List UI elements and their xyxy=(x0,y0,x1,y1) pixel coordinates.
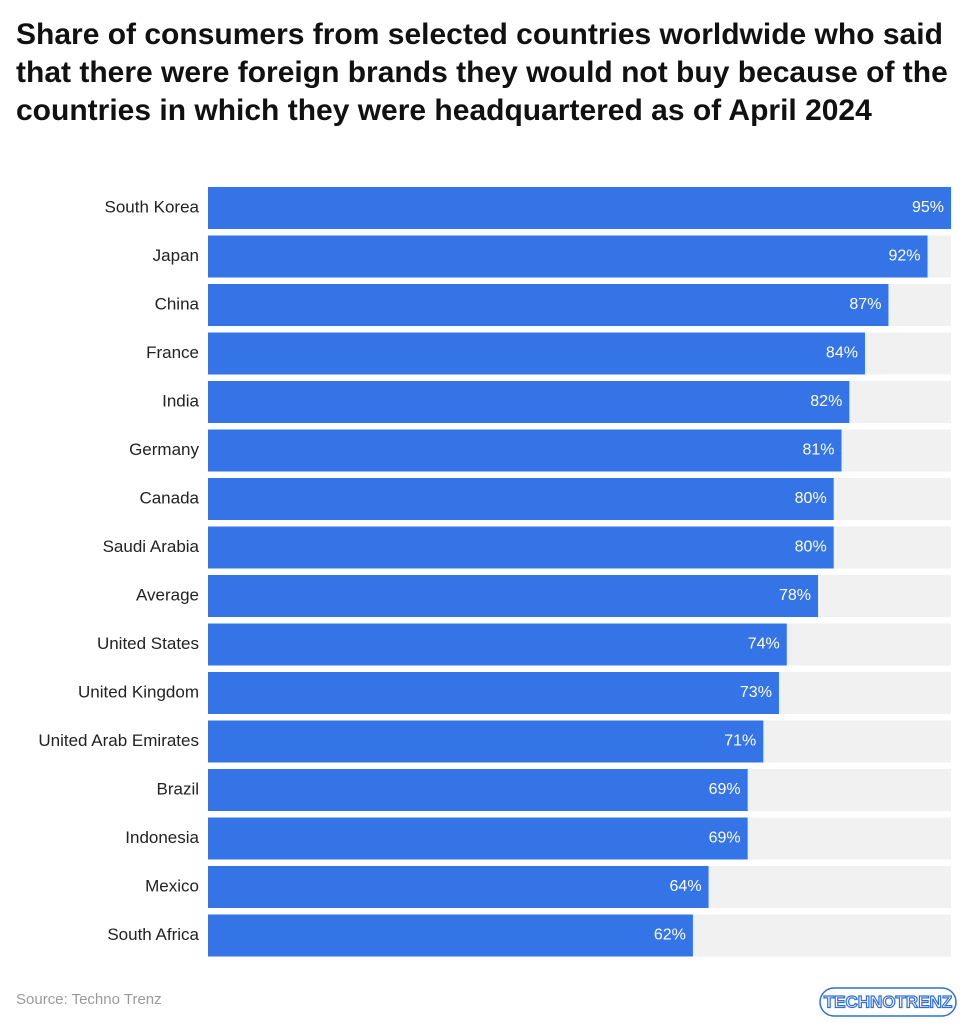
value-label: 84% xyxy=(826,345,858,362)
source: Source: Techno Trenz xyxy=(16,991,162,1008)
value-label: 81% xyxy=(802,442,834,459)
value-label: 73% xyxy=(740,684,772,701)
value-label: 87% xyxy=(849,296,881,313)
bar xyxy=(208,575,819,617)
y-tick-label: Indonesia xyxy=(125,828,199,847)
y-tick-label: Brazil xyxy=(156,779,199,798)
value-label: 71% xyxy=(724,733,756,750)
bar xyxy=(208,478,834,520)
bar xyxy=(208,187,951,229)
bar xyxy=(208,526,834,569)
logo: TECHNOTRENZ xyxy=(824,992,952,1011)
value-label: 80% xyxy=(795,539,827,556)
y-tick-label: United Arab Emirates xyxy=(38,731,199,750)
bar xyxy=(208,866,709,908)
value-label: 62% xyxy=(654,927,686,944)
y-tick-label: Japan xyxy=(153,246,199,265)
y-tick-label: Germany xyxy=(129,440,199,459)
chart-title: Share of consumers from selected countri… xyxy=(16,18,948,127)
y-tick-label: China xyxy=(155,294,200,313)
y-tick-label: South Africa xyxy=(107,925,199,944)
value-label: 64% xyxy=(670,878,702,895)
bar xyxy=(208,284,889,326)
value-label: 92% xyxy=(889,248,921,265)
value-label: 80% xyxy=(795,490,827,507)
bar xyxy=(208,429,842,472)
y-tick-label: Canada xyxy=(139,488,199,507)
y-tick-label: Mexico xyxy=(145,876,199,895)
bar xyxy=(208,235,928,278)
y-tick-label: United Kingdom xyxy=(78,682,199,701)
bar xyxy=(208,381,850,423)
logo-frame xyxy=(819,987,957,1017)
bar xyxy=(208,672,779,714)
value-label: 74% xyxy=(748,636,780,653)
bar xyxy=(208,914,693,957)
y-tick-label: Saudi Arabia xyxy=(103,537,200,556)
y-tick-label: India xyxy=(162,391,199,410)
value-label: 95% xyxy=(912,199,944,216)
bar xyxy=(208,769,748,811)
value-label: 69% xyxy=(709,781,741,798)
value-label: 69% xyxy=(709,830,741,847)
y-tick-label: United States xyxy=(97,634,199,653)
bar xyxy=(208,332,865,375)
y-tick-label: South Korea xyxy=(104,197,199,216)
value-label: 82% xyxy=(810,393,842,410)
bar xyxy=(208,720,764,763)
bar xyxy=(208,623,787,666)
value-label: 78% xyxy=(779,587,811,604)
bar xyxy=(208,817,748,860)
y-tick-label: France xyxy=(146,343,199,362)
y-tick-label: Average xyxy=(136,585,199,604)
